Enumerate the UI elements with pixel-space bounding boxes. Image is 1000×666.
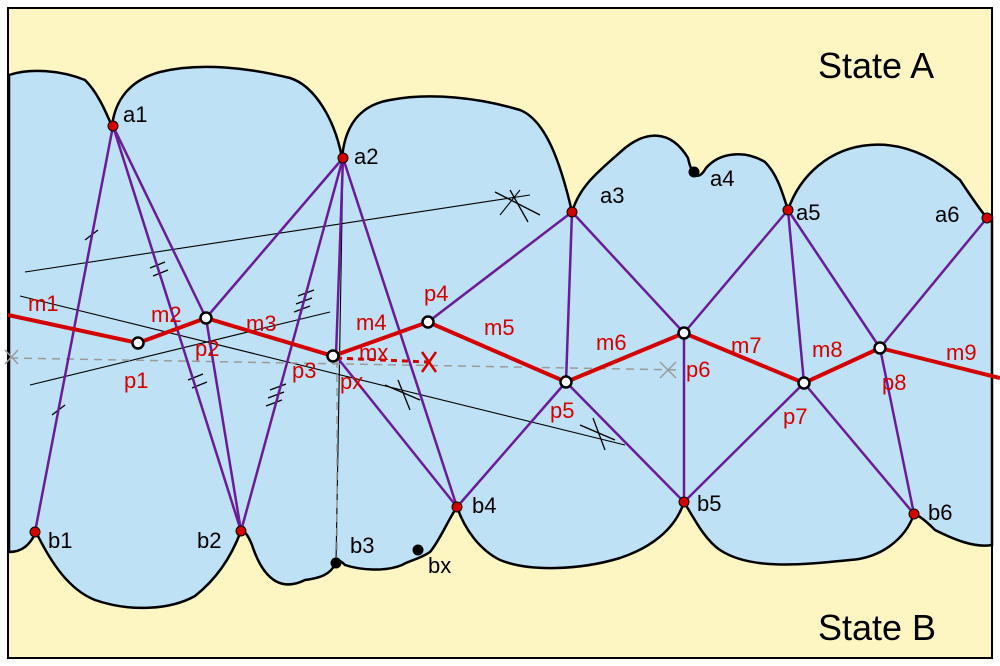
label-p8: p8 — [882, 370, 906, 395]
point-b5 — [678, 496, 690, 508]
label-p4: p4 — [424, 281, 448, 306]
state-a-label: State A — [818, 45, 934, 86]
label-bx: bx — [428, 553, 451, 578]
median-mx-dashed — [335, 356, 429, 364]
point-a2 — [337, 152, 349, 164]
label-a4: a4 — [710, 166, 734, 191]
boundary-points — [29, 120, 993, 538]
label-m4: m4 — [356, 310, 387, 335]
point-b1 — [29, 526, 41, 538]
median-line — [7, 313, 1000, 386]
point-p1 — [131, 336, 145, 350]
label-mx: mx — [359, 340, 388, 365]
point-a6 — [981, 212, 993, 224]
label-a1: a1 — [123, 102, 147, 127]
state-b-label: State B — [818, 607, 936, 648]
mx-cross — [420, 351, 438, 373]
label-b5: b5 — [697, 491, 721, 516]
point-b3 — [330, 557, 342, 569]
point-bx — [412, 544, 424, 556]
point-a1 — [107, 120, 119, 132]
label-m6: m6 — [596, 330, 627, 355]
label-b4: b4 — [472, 493, 496, 518]
label-b3: b3 — [350, 533, 374, 558]
point-b6 — [908, 508, 920, 520]
label-m5: m5 — [484, 315, 515, 340]
label-a3: a3 — [600, 183, 624, 208]
label-a5: a5 — [796, 200, 820, 225]
label-p3: p3 — [292, 358, 316, 383]
water-body — [7, 65, 994, 610]
point-p6 — [677, 326, 691, 340]
label-px: px — [340, 369, 363, 394]
label-p1: p1 — [124, 368, 148, 393]
label-a2: a2 — [354, 144, 378, 169]
black-points — [330, 166, 700, 569]
label-b2: b2 — [197, 528, 221, 553]
point-a5 — [782, 204, 794, 216]
point-p2 — [199, 311, 213, 325]
label-b6: b6 — [928, 500, 952, 525]
point-p5 — [559, 375, 573, 389]
guide-lines — [9, 357, 681, 560]
label-m9: m9 — [946, 340, 977, 365]
median-points — [131, 311, 887, 390]
point-a3 — [566, 206, 578, 218]
point-b2 — [235, 525, 247, 537]
label-b1: b1 — [48, 528, 72, 553]
label-p2: p2 — [195, 336, 219, 361]
point-a4 — [688, 166, 700, 178]
label-p5: p5 — [550, 398, 574, 423]
point-p4 — [421, 315, 435, 329]
point-p8 — [873, 341, 887, 355]
point-b4 — [451, 501, 463, 513]
point-p7 — [797, 376, 811, 390]
label-m7: m7 — [731, 333, 762, 358]
guide-crosses — [4, 349, 677, 379]
point-p3 — [326, 349, 340, 363]
label-p6: p6 — [686, 357, 710, 382]
label-m3: m3 — [246, 311, 277, 336]
label-p7: p7 — [783, 404, 807, 429]
label-m2: m2 — [151, 302, 182, 327]
label-m1: m1 — [28, 291, 59, 316]
label-a6: a6 — [935, 202, 959, 227]
label-m8: m8 — [812, 337, 843, 362]
